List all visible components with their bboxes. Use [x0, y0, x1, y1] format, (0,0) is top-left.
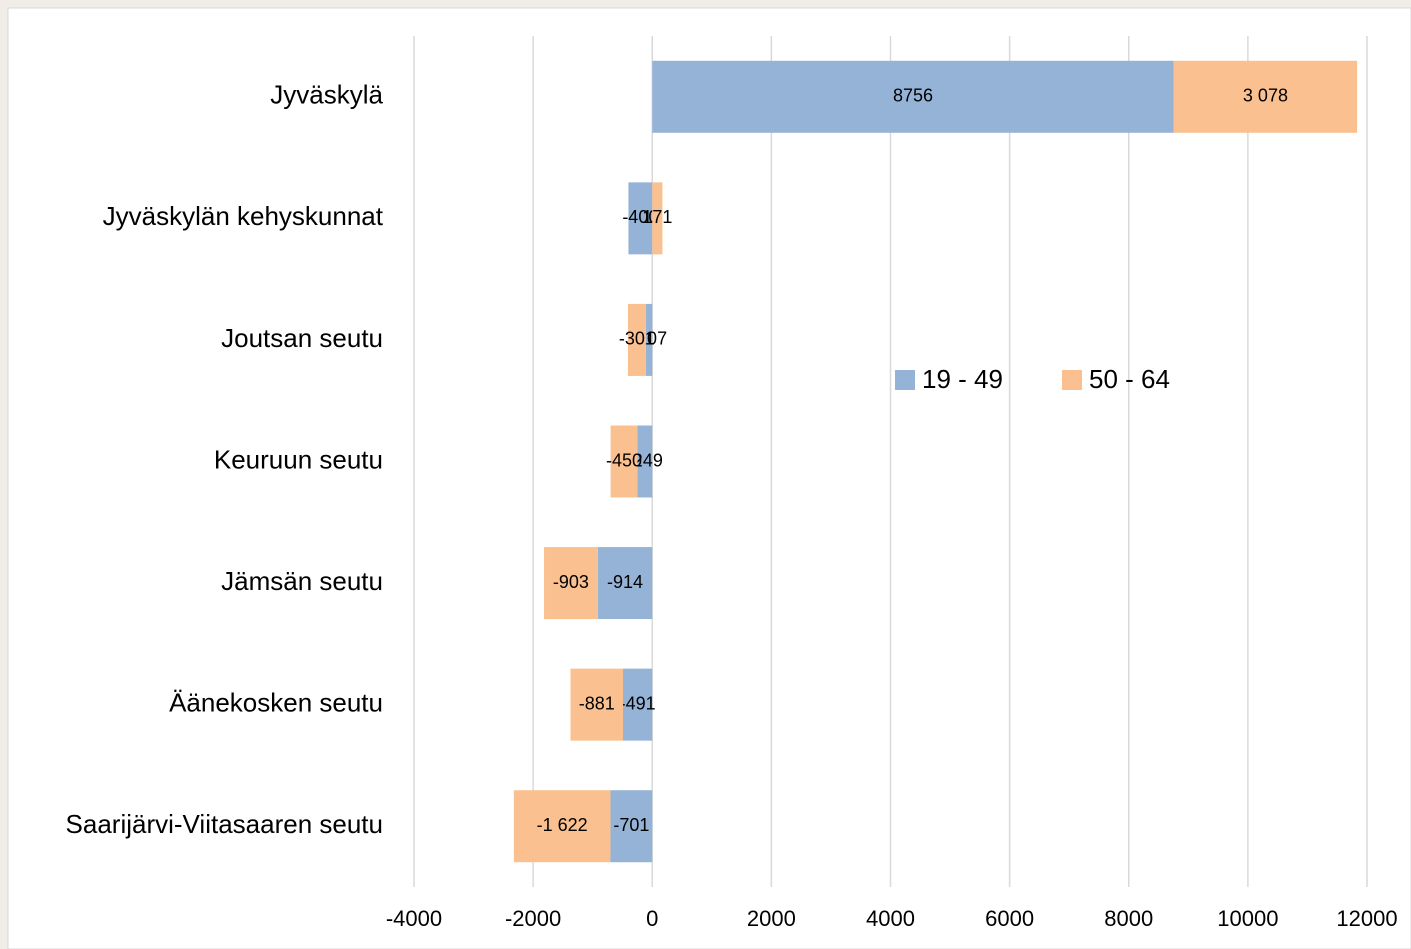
x-tick-label: 10000: [1217, 906, 1278, 931]
x-tick-label: 0: [646, 906, 658, 931]
x-tick-label: 4000: [866, 906, 915, 931]
bar: [623, 668, 653, 741]
data-label: -301: [619, 329, 655, 349]
bar: [637, 425, 653, 498]
legend-swatch: [1062, 370, 1082, 390]
bar: [544, 547, 598, 620]
data-label: -914: [607, 572, 643, 592]
bar: [610, 790, 653, 863]
bar: [570, 668, 624, 741]
legend-swatch: [895, 370, 915, 390]
category-label: Saarijärvi-Viitasaaren seutu: [66, 809, 383, 839]
bar: [610, 425, 638, 498]
data-label: -881: [579, 693, 615, 713]
bar: [513, 790, 611, 863]
category-label: Keuruun seutu: [214, 444, 383, 474]
bar: [645, 303, 653, 376]
data-label: -903: [553, 572, 589, 592]
category-label: Äänekosken seutu: [169, 688, 383, 718]
category-label: Jyväskylä: [270, 80, 383, 110]
data-label: -400: [622, 207, 658, 227]
data-label: -1 622: [537, 815, 588, 835]
bar: [627, 303, 646, 376]
data-label: -701: [613, 815, 649, 835]
x-tick-label: 8000: [1104, 906, 1153, 931]
category-label: Jämsän seutu: [221, 566, 383, 596]
category-label: Jyväskylän kehyskunnat: [103, 201, 384, 231]
x-tick-label: -2000: [505, 906, 561, 931]
data-label: 3 078: [1243, 86, 1288, 106]
x-tick-label: 2000: [747, 906, 796, 931]
x-tick-label: 6000: [985, 906, 1034, 931]
category-label: Joutsan seutu: [221, 323, 383, 353]
legend-label: 50 - 64: [1089, 364, 1170, 394]
legend-label: 19 - 49: [922, 364, 1003, 394]
chart-area: [7, 7, 1411, 949]
bar: [652, 182, 663, 255]
data-label: -450: [606, 450, 642, 470]
data-label: -491: [620, 693, 656, 713]
bar: [597, 547, 653, 620]
x-tick-label: -4000: [386, 906, 442, 931]
bar: [652, 60, 1174, 133]
bar: [1173, 60, 1358, 133]
data-label: 8756: [893, 86, 933, 106]
data-label: 171: [642, 207, 672, 227]
bar: [628, 182, 653, 255]
x-tick-label: 12000: [1336, 906, 1397, 931]
